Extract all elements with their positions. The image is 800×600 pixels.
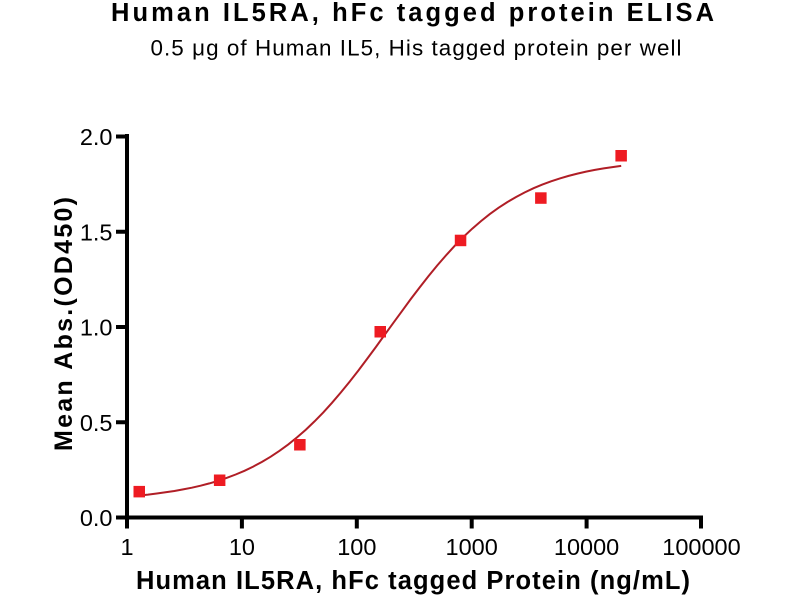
svg-text:Human IL5RA, hFc tagged protei: Human IL5RA, hFc tagged protein ELISA — [111, 0, 714, 27]
svg-text:10: 10 — [229, 534, 255, 560]
svg-text:10000: 10000 — [554, 534, 619, 560]
svg-text:Mean Abs.(OD450): Mean Abs.(OD450) — [50, 197, 78, 451]
svg-text:100000: 100000 — [662, 534, 740, 560]
svg-text:1.5: 1.5 — [80, 219, 113, 245]
svg-text:0.5 μg of Human IL5, His tagge: 0.5 μg of Human IL5, His tagged protein … — [151, 35, 682, 60]
svg-text:2.0: 2.0 — [80, 124, 113, 150]
svg-text:Human IL5RA, hFc tagged Protei: Human IL5RA, hFc tagged Protein (ng/mL) — [136, 567, 690, 595]
svg-text:1: 1 — [120, 534, 133, 560]
svg-text:1000: 1000 — [446, 534, 498, 560]
svg-text:100: 100 — [337, 534, 376, 560]
svg-text:0.0: 0.0 — [80, 505, 113, 531]
svg-text:0.5: 0.5 — [80, 410, 113, 436]
svg-text:1.0: 1.0 — [80, 315, 113, 341]
